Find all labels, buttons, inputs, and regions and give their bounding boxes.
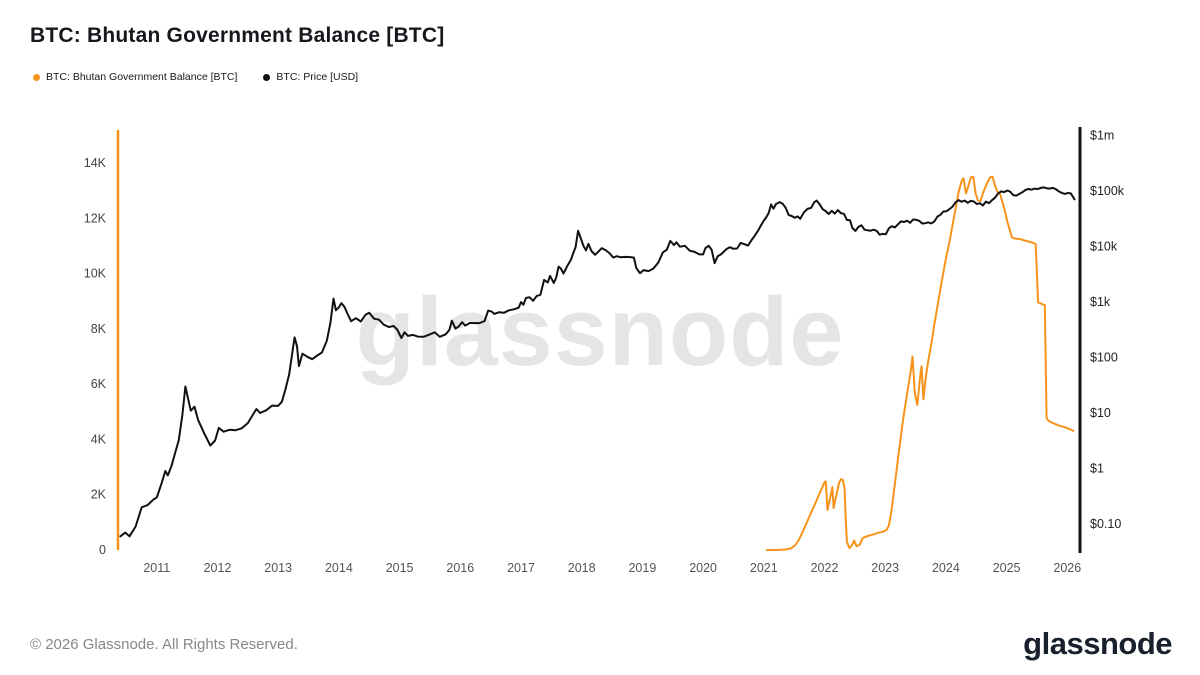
page-title: BTC: Bhutan Government Balance [BTC] bbox=[30, 24, 445, 47]
x-tick-label: 2014 bbox=[325, 561, 353, 575]
y-left-tick-label: 4K bbox=[91, 432, 107, 446]
legend-label-price: BTC: Price [USD] bbox=[276, 71, 359, 83]
y-left-tick-label: 12K bbox=[84, 211, 107, 225]
x-tick-label: 2020 bbox=[689, 561, 717, 575]
x-tick-label: 2013 bbox=[264, 561, 292, 575]
x-tick-label: 2017 bbox=[507, 561, 535, 575]
x-tick-label: 2016 bbox=[446, 561, 474, 575]
legend-item-balance[interactable]: BTC: Bhutan Government Balance [BTC] bbox=[33, 71, 237, 83]
price-legend-dot-icon bbox=[263, 73, 271, 81]
x-tick-label: 2023 bbox=[871, 561, 899, 575]
legend-label-balance: BTC: Bhutan Government Balance [BTC] bbox=[46, 71, 238, 83]
x-tick-label: 2025 bbox=[993, 561, 1021, 575]
x-tick-label: 2019 bbox=[628, 561, 656, 575]
y-right-tick-label: $100k bbox=[1090, 184, 1125, 198]
x-tick-label: 2018 bbox=[568, 561, 596, 575]
y-left-tick-label: 6K bbox=[91, 377, 107, 391]
y-left-tick-label: 8K bbox=[91, 322, 107, 336]
x-tick-label: 2026 bbox=[1053, 561, 1081, 575]
legend: BTC: Bhutan Government Balance [BTC] BTC… bbox=[33, 71, 358, 83]
y-left-tick-label: 14K bbox=[84, 156, 107, 170]
y-left-tick-label: 10K bbox=[84, 267, 107, 281]
copyright-text: © 2026 Glassnode. All Rights Reserved. bbox=[30, 636, 298, 653]
y-right-tick-label: $1m bbox=[1090, 129, 1114, 143]
watermark: glassnode bbox=[355, 277, 845, 386]
x-tick-label: 2011 bbox=[143, 561, 170, 575]
y-right-tick-label: $1k bbox=[1090, 295, 1111, 309]
balance-legend-dot-icon bbox=[33, 73, 40, 81]
y-right-tick-label: $1 bbox=[1090, 462, 1104, 476]
glassnode-logo: glassnode bbox=[1023, 626, 1172, 661]
legend-item-price[interactable]: BTC: Price [USD] bbox=[263, 71, 358, 83]
balance-series-line[interactable] bbox=[765, 175, 1075, 551]
x-tick-label: 2021 bbox=[750, 561, 778, 575]
y-left-tick-label: 0 bbox=[99, 543, 106, 557]
y-left-tick-label: 2K bbox=[91, 488, 107, 502]
y-right-tick-label: $10k bbox=[1090, 240, 1118, 254]
x-tick-label: 2024 bbox=[932, 561, 960, 575]
x-tick-label: 2012 bbox=[204, 561, 232, 575]
x-tick-label: 2015 bbox=[386, 561, 414, 575]
y-right-tick-label: $0.10 bbox=[1090, 517, 1121, 531]
y-right-tick-label: $10 bbox=[1090, 406, 1111, 420]
price-series-line[interactable] bbox=[119, 186, 1076, 538]
y-right-tick-label: $100 bbox=[1090, 351, 1118, 365]
x-tick-label: 2022 bbox=[811, 561, 839, 575]
